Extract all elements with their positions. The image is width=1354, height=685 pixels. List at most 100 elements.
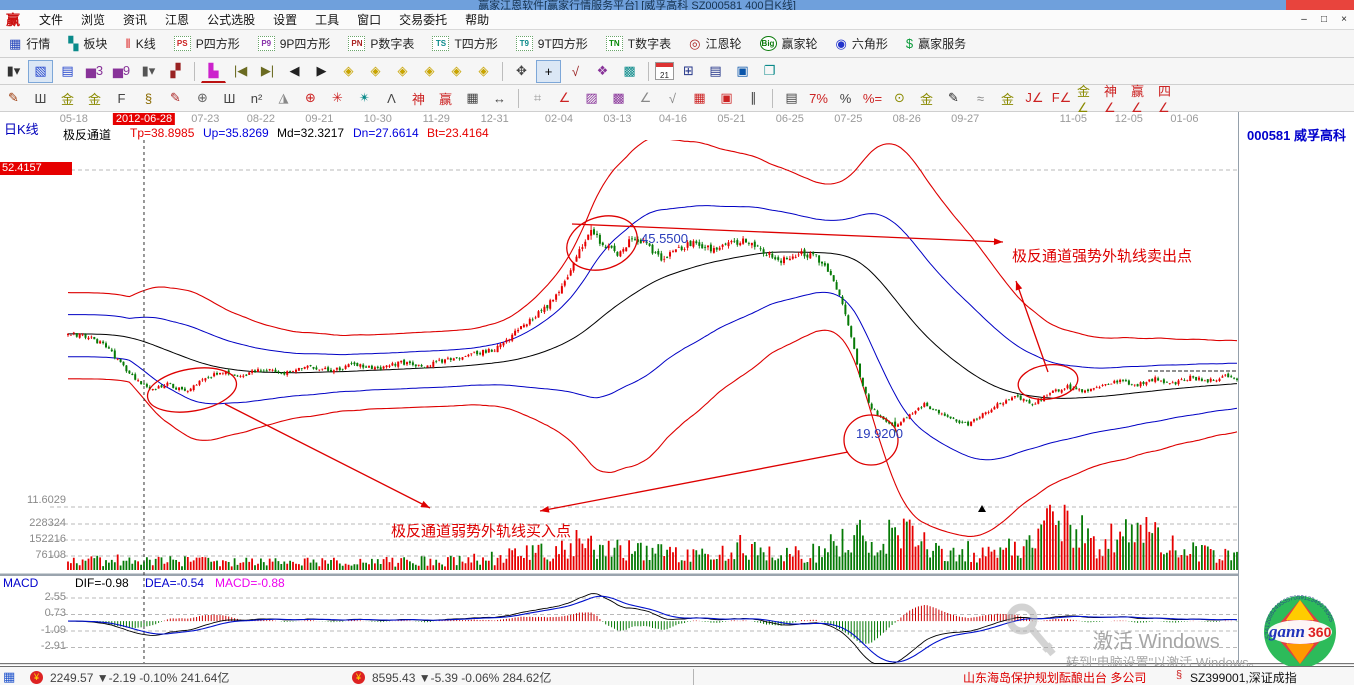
percent-7-icon[interactable]: 7% [809, 90, 828, 106]
matrix-icon[interactable]: ▤ [785, 90, 798, 105]
news-ticker[interactable]: 山东海岛保护规划酝酿出台 多公司 [963, 671, 1147, 685]
export-graph-icon[interactable]: ❐ [763, 63, 776, 78]
menu-item-3[interactable]: 江恩 [165, 13, 190, 27]
circle-comb-icon[interactable]: ⊕ [197, 90, 208, 105]
gann-diamond-left-icon[interactable]: ◈ [343, 63, 354, 78]
ying-comb-icon[interactable]: 赢 [438, 91, 452, 107]
toolbar-sectors-button[interactable]: ▚ 板块 [59, 33, 116, 55]
red-fan-icon[interactable]: ∠ [558, 90, 571, 105]
angle-shen-icon[interactable]: 神∠ [1104, 83, 1118, 115]
calculator-icon[interactable]: ⊞ [683, 63, 694, 78]
menu-item-5[interactable]: 设置 [273, 13, 298, 27]
red-grid-icon[interactable]: ▦ [693, 90, 706, 105]
toolbar-kline-button[interactable]: ‖ K线 [116, 33, 164, 55]
save-icon[interactable]: ▣ [736, 63, 749, 78]
angle-ying-icon[interactable]: 赢∠ [1131, 83, 1145, 115]
bars-3-icon[interactable]: ▅3 [85, 63, 104, 78]
gann-comb-icon[interactable]: Ш [34, 90, 47, 106]
star-compass-icon[interactable]: ✳ [332, 90, 343, 105]
angle-f-icon[interactable]: F∠ [1051, 90, 1072, 105]
f-comb-icon[interactable]: F [117, 90, 126, 106]
shen-comb-icon[interactable]: 神 [411, 91, 425, 107]
n-square-icon[interactable]: n² [250, 90, 263, 106]
check-wave-icon[interactable]: √ [668, 90, 677, 106]
minimize-icon[interactable]: – [1301, 14, 1307, 25]
width-arrow-icon[interactable]: ↔ [493, 90, 506, 106]
toolbar-hexagon-button[interactable]: ◉ 六角形 [827, 33, 897, 55]
bars-9-icon[interactable]: ▅9 [112, 63, 131, 78]
ink-ruler-icon[interactable]: ✎ [948, 90, 959, 105]
toolbar-winner-wheel-button[interactable]: Big 赢家轮 [751, 33, 827, 55]
quote-grid-icon[interactable]: ▦ [3, 669, 16, 684]
first-page-icon[interactable]: |◀ [233, 63, 248, 78]
spiral-5-icon[interactable]: § [144, 90, 153, 106]
gann-diamond-grid-icon[interactable]: ◈ [451, 63, 462, 78]
grid-125-icon[interactable]: ▦ [466, 90, 479, 105]
menu-item-7[interactable]: 窗口 [357, 13, 382, 27]
toolbar-t-table-button[interactable]: TN T数字表 [597, 33, 680, 55]
angle-gold-icon[interactable]: 金∠ [1077, 83, 1091, 115]
toolbar-winner-service-button[interactable]: $ 赢家服务 [897, 33, 975, 55]
multi-graph-icon[interactable]: ▞ [170, 63, 181, 78]
current-index-label[interactable]: SZ399001,深证成指 [1190, 671, 1297, 685]
percent-icon[interactable]: % [839, 90, 852, 106]
menu-item-8[interactable]: 交易委托 [399, 13, 448, 27]
chart-layout-icon[interactable]: ▧ [28, 59, 53, 83]
period-selector-icon[interactable]: ▮▾ [6, 63, 21, 78]
purple-fan-icon[interactable]: ▨ [585, 90, 598, 105]
mark-tool-icon[interactable]: ❖ [596, 63, 609, 78]
parallel-lines-icon[interactable]: ∥ [750, 90, 757, 105]
restore-icon[interactable]: □ [1320, 14, 1328, 25]
info-report-icon[interactable]: ▤ [61, 63, 74, 78]
close-button[interactable] [1286, 0, 1354, 10]
time-comb-icon[interactable]: Ш [223, 90, 236, 106]
region-stat-icon[interactable]: ▩ [623, 63, 636, 78]
gann-diamond-cross-icon[interactable]: ◈ [424, 63, 435, 78]
gold-circle-icon[interactable]: ⊙ [894, 90, 905, 105]
menu-item-6[interactable]: 工具 [315, 13, 340, 27]
quote-note-icon[interactable]: ▤ [709, 63, 722, 78]
menu-item-2[interactable]: 资讯 [123, 13, 148, 27]
toolbar-t-square-button[interactable]: TS T四方形 [423, 33, 506, 55]
angle-line-icon[interactable]: √ [571, 63, 580, 79]
gray-fan-icon[interactable]: ∠ [639, 90, 652, 105]
web-compass-icon[interactable]: ✴ [359, 90, 370, 105]
angle-j-icon[interactable]: J∠ [1025, 90, 1044, 105]
menu-item-1[interactable]: 浏览 [81, 13, 106, 27]
purple-web-icon[interactable]: ▩ [612, 90, 625, 105]
toolbar-9p-square-button[interactable]: P9 9P四方形 [249, 33, 340, 55]
gold-comb-sq-icon[interactable]: 金 [87, 91, 101, 107]
brush-icon[interactable]: ✎ [8, 90, 19, 105]
candle-style-icon[interactable]: ▮▾ [141, 63, 156, 78]
menu-item-0[interactable]: 文件 [39, 13, 64, 27]
angle-4-icon[interactable]: 四∠ [1158, 83, 1172, 115]
toolbar-p-square-button[interactable]: PS P四方形 [165, 33, 249, 55]
toolbar-quotes-button[interactable]: ▦ 行情 [0, 33, 59, 55]
gann-diamond-horizontal-icon[interactable]: ◈ [397, 63, 408, 78]
calendar-icon[interactable]: 21 [655, 62, 674, 80]
sse-index-quote[interactable]: 2249.57 ▼-2.19 -0.10% 241.64亿 [50, 671, 230, 685]
trend-wave-icon[interactable]: ≈ [976, 90, 985, 106]
red-grid-box-icon[interactable]: ▣ [720, 90, 733, 105]
angle-mirror-icon[interactable]: ◮ [278, 90, 289, 105]
toolbar-gann-wheel-button[interactable]: ◎ 江恩轮 [680, 33, 750, 55]
next-bar-icon[interactable]: ▶ [316, 63, 327, 78]
gold-line-icon[interactable]: 金 [919, 91, 933, 107]
toolbar-9t-square-button[interactable]: T9 9T四方形 [507, 33, 597, 55]
menu-item-9[interactable]: 帮助 [465, 13, 490, 27]
percent-lines-icon[interactable]: %= [862, 90, 883, 106]
corner-grid-icon[interactable]: ⌗ [533, 90, 542, 105]
close-icon[interactable]: × [1341, 14, 1347, 25]
brush-line-icon[interactable]: ✎ [170, 90, 181, 105]
k-polyline-icon[interactable]: Λ [387, 90, 396, 106]
period-label[interactable]: 日K线 [4, 122, 39, 137]
crosshair-icon[interactable]: + [536, 59, 561, 83]
gold-mark-icon[interactable]: 金 [1000, 91, 1014, 107]
gann-diamond-right-icon[interactable]: ◈ [370, 63, 381, 78]
szse-index-quote[interactable]: 8595.43 ▼-5.39 -0.06% 284.62亿 [372, 671, 552, 685]
kline-chart-canvas[interactable] [0, 140, 1354, 666]
menu-item-4[interactable]: 公式选股 [207, 13, 256, 27]
pan-hand-icon[interactable]: ✥ [516, 63, 527, 78]
volume-indicator-icon[interactable]: ▙ [201, 59, 226, 83]
gann-diamond-plus-icon[interactable]: ◈ [478, 63, 489, 78]
